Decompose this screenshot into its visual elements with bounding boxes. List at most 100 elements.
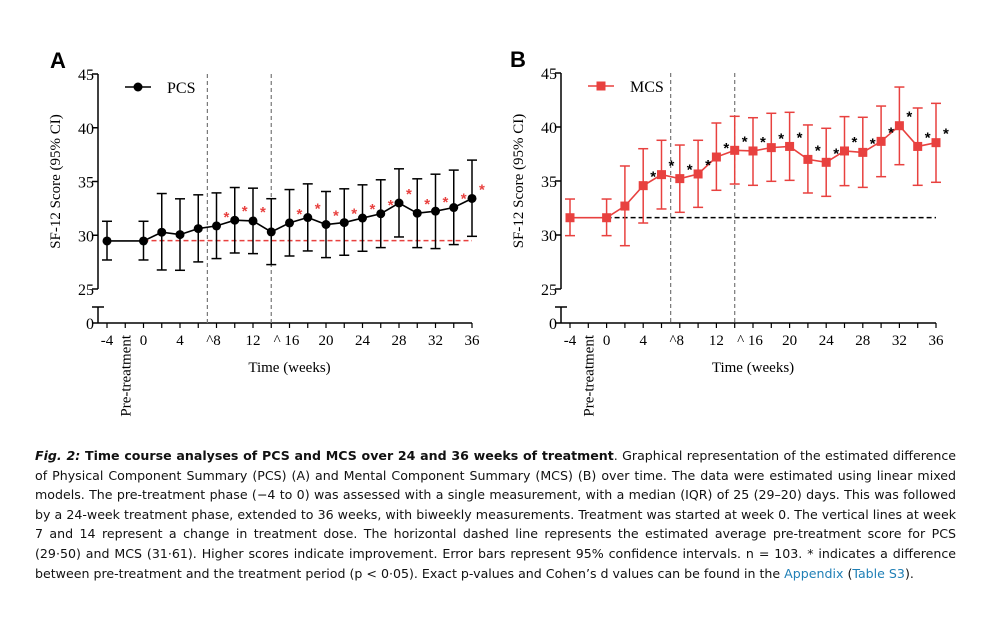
data-point bbox=[894, 121, 904, 131]
x-tick-label: 32 bbox=[428, 333, 443, 349]
data-point bbox=[339, 218, 349, 228]
data-point bbox=[412, 208, 422, 218]
significance-asterisk: * bbox=[388, 197, 394, 214]
data-point bbox=[913, 141, 923, 151]
pre-treatment-label: Pre-treatment bbox=[581, 334, 597, 416]
significance-asterisk: * bbox=[315, 201, 321, 218]
significance-asterisk: * bbox=[870, 135, 876, 152]
figure-charts: A 25 30 35 40 45 0 -4 0 4 ^8 12 ^ 16 20 24 28 32 36 Pre-tr… bbox=[48, 47, 949, 417]
figure-caption: Fig. 2: Time course analyses of PCS and … bbox=[35, 446, 956, 583]
significance-asterisk: * bbox=[224, 209, 230, 226]
data-point bbox=[266, 227, 276, 237]
data-point bbox=[748, 146, 758, 156]
x-tick-label: 20 bbox=[782, 333, 797, 349]
y-axis-title: SF-12 Score (95% CI) bbox=[48, 114, 64, 249]
significance-asterisk: * bbox=[424, 196, 430, 213]
x-tick-label: 24 bbox=[819, 333, 835, 349]
panel-letter: B bbox=[510, 47, 526, 72]
x-axis-title: Time (weeks) bbox=[712, 360, 794, 376]
significance-asterisk: * bbox=[297, 206, 303, 223]
figure-label: Fig. 2: bbox=[35, 448, 81, 463]
significance-asterisk: * bbox=[723, 140, 729, 157]
y-tick-label: 45 bbox=[78, 67, 94, 84]
x-tick-label: 4 bbox=[639, 333, 647, 349]
x-tick-label: ^8 bbox=[670, 333, 685, 349]
significance-asterisk: * bbox=[742, 133, 748, 150]
legend-marker bbox=[133, 82, 143, 92]
data-point bbox=[602, 213, 612, 223]
data-point bbox=[766, 143, 776, 153]
data-point bbox=[858, 147, 868, 157]
y-tick-label: 35 bbox=[78, 175, 94, 192]
y-tick-label: 0 bbox=[549, 316, 557, 333]
legend-label: MCS bbox=[630, 79, 664, 96]
data-point bbox=[248, 216, 258, 226]
significance-asterisk: * bbox=[443, 194, 449, 211]
y-tick-label: 25 bbox=[78, 282, 94, 299]
significance-asterisk: * bbox=[833, 145, 839, 162]
significance-asterisk: * bbox=[778, 131, 784, 148]
table-s3-link[interactable]: Table S3 bbox=[852, 565, 905, 581]
x-tick-label: 36 bbox=[929, 333, 945, 349]
data-point bbox=[303, 213, 313, 223]
x-tick-label: 4 bbox=[176, 333, 184, 349]
data-point bbox=[931, 138, 941, 148]
significance-asterisk: * bbox=[333, 208, 339, 225]
data-point bbox=[693, 169, 703, 179]
data-point bbox=[175, 230, 185, 240]
significance-asterisk: * bbox=[943, 126, 949, 143]
data-point bbox=[449, 203, 459, 213]
significance-asterisk: * bbox=[479, 181, 485, 198]
significance-asterisk: * bbox=[650, 169, 656, 186]
panel-letter: A bbox=[50, 48, 66, 73]
y-tick-label: 30 bbox=[541, 228, 557, 245]
data-point bbox=[565, 213, 575, 223]
data-point bbox=[285, 218, 294, 228]
x-tick-label: -4 bbox=[564, 333, 577, 349]
panel-b-mcs-chart: B 25 30 35 40 45 0 -4 0 4 ^8 12 ^ 16 20 24 28 32 36 Pre-tr… bbox=[510, 47, 949, 417]
x-tick-label: 28 bbox=[392, 333, 407, 349]
data-point bbox=[657, 170, 666, 180]
x-tick-label: ^ 16 bbox=[737, 333, 763, 349]
x-tick-label: -4 bbox=[101, 333, 114, 349]
significance-asterisk: * bbox=[461, 191, 467, 208]
significance-asterisk: * bbox=[906, 109, 912, 126]
significance-asterisk: * bbox=[888, 124, 894, 141]
significance-asterisk: * bbox=[852, 134, 858, 151]
x-tick-label: ^ 16 bbox=[274, 333, 300, 349]
data-point bbox=[785, 141, 795, 151]
x-tick-label: 0 bbox=[140, 333, 148, 349]
x-tick-label: 24 bbox=[355, 333, 371, 349]
x-tick-label: 12 bbox=[246, 333, 261, 349]
data-point bbox=[139, 236, 148, 246]
data-point bbox=[638, 181, 648, 191]
x-tick-label: 28 bbox=[855, 333, 870, 349]
data-point bbox=[821, 157, 831, 167]
legend-marker bbox=[596, 81, 606, 91]
caption-paren-open: ( bbox=[843, 565, 853, 581]
significance-asterisk: * bbox=[687, 162, 693, 179]
data-point bbox=[840, 146, 849, 156]
x-tick-label: ^8 bbox=[206, 333, 221, 349]
data-point bbox=[431, 206, 440, 216]
x-tick-label: 32 bbox=[892, 333, 907, 349]
legend-label: PCS bbox=[167, 80, 195, 97]
x-tick-label: 20 bbox=[319, 333, 334, 349]
data-point bbox=[730, 145, 740, 155]
data-point bbox=[711, 152, 721, 162]
y-axis-title: SF-12 Score (95% CI) bbox=[511, 114, 527, 249]
significance-asterisk: * bbox=[925, 129, 931, 146]
data-point bbox=[803, 154, 813, 164]
significance-asterisk: * bbox=[406, 186, 412, 203]
data-point bbox=[876, 136, 886, 146]
data-point bbox=[212, 221, 221, 231]
significance-asterisk: * bbox=[705, 157, 711, 174]
significance-asterisk: * bbox=[242, 203, 248, 220]
y-tick-label: 40 bbox=[78, 121, 94, 138]
x-tick-label: 12 bbox=[709, 333, 724, 349]
significance-asterisk: * bbox=[669, 158, 675, 175]
data-point bbox=[102, 236, 112, 246]
significance-asterisk: * bbox=[760, 134, 766, 151]
appendix-link[interactable]: Appendix bbox=[784, 565, 844, 581]
data-point bbox=[358, 213, 367, 223]
